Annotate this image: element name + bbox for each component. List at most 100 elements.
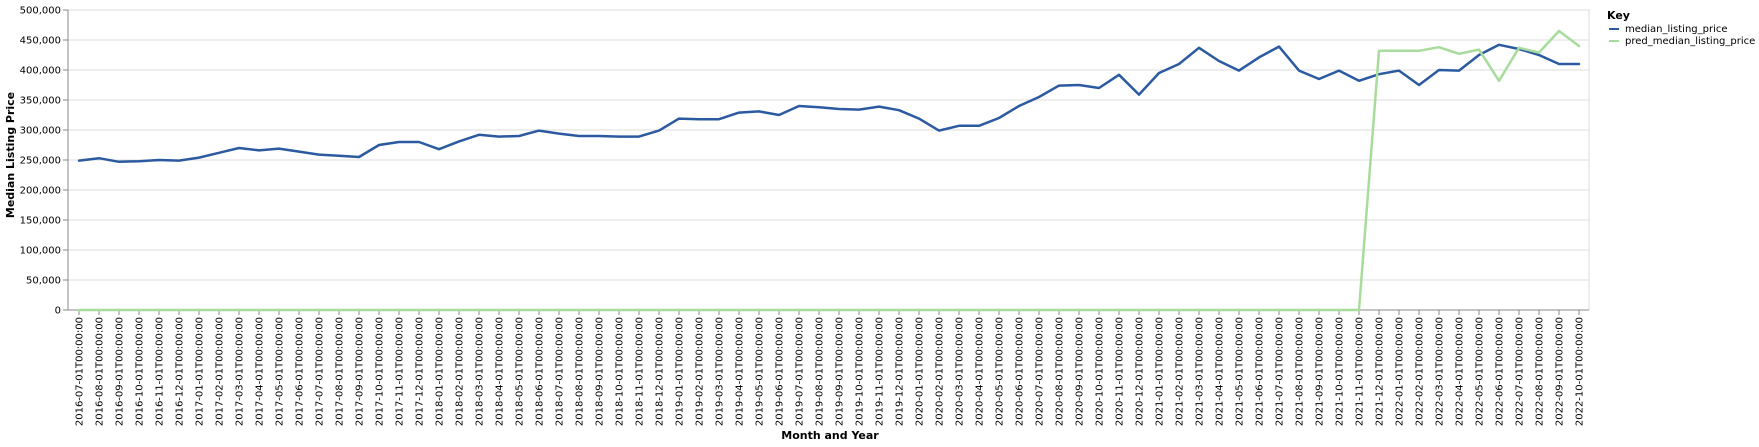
x-tick-label: 2021-11-01T00:00:00 [1355, 317, 1366, 426]
x-tick-label: 2020-12-01T00:00:00 [1135, 317, 1146, 426]
x-tick-label: 2017-06-01T00:00:00 [295, 317, 306, 426]
x-tick-label: 2021-02-01T00:00:00 [1175, 317, 1186, 426]
x-tick-label: 2019-12-01T00:00:00 [895, 317, 906, 426]
x-tick-label: 2019-03-01T00:00:00 [715, 317, 726, 426]
x-tick-label: 2017-01-01T00:00:00 [195, 317, 206, 426]
x-tick-label: 2019-09-01T00:00:00 [835, 317, 846, 426]
x-tick-label: 2016-08-01T00:00:00 [95, 317, 106, 426]
x-tick-label: 2018-02-01T00:00:00 [455, 317, 466, 426]
y-tick-label: 250,000 [20, 156, 61, 167]
x-tick-label: 2020-09-01T00:00:00 [1075, 317, 1086, 426]
x-tick-label: 2022-10-01T00:00:00 [1575, 317, 1586, 426]
y-tick-label: 500,000 [20, 6, 61, 17]
x-tick-label: 2019-06-01T00:00:00 [775, 317, 786, 426]
x-tick-label: 2018-09-01T00:00:00 [595, 317, 606, 426]
y-tick-label: 150,000 [20, 216, 61, 227]
x-tick-label: 2016-07-01T00:00:00 [75, 317, 86, 426]
y-tick-label: 50,000 [26, 276, 61, 287]
x-tick-label: 2019-02-01T00:00:00 [695, 317, 706, 426]
x-tick-label: 2022-02-01T00:00:00 [1415, 317, 1426, 426]
x-tick-label: 2022-04-01T00:00:00 [1455, 317, 1466, 426]
x-tick-label: 2017-05-01T00:00:00 [275, 317, 286, 426]
x-tick-label: 2020-06-01T00:00:00 [1015, 317, 1026, 426]
y-axis-title: Median Listing Price [4, 92, 17, 218]
x-tick-label: 2022-03-01T00:00:00 [1435, 317, 1446, 426]
x-tick-label: 2020-04-01T00:00:00 [975, 317, 986, 426]
x-tick-label: 2019-11-01T00:00:00 [875, 317, 886, 426]
x-axis-title: Month and Year [781, 429, 879, 442]
x-tick-label: 2019-10-01T00:00:00 [855, 317, 866, 426]
x-tick-label: 2021-09-01T00:00:00 [1315, 317, 1326, 426]
x-tick-label: 2020-10-01T00:00:00 [1095, 317, 1106, 426]
y-axis: 0 50,000 100,000 150,000 200,000 250,000 300,0… [20, 6, 69, 317]
x-tick-label: 2017-07-01T00:00:00 [315, 317, 326, 426]
x-tick-label: 2016-10-01T00:00:00 [135, 317, 146, 426]
series-line-pred_median_listing_price [77, 29, 1581, 312]
grid-lines [68, 9, 1589, 311]
x-tick-label: 2019-04-01T00:00:00 [735, 317, 746, 426]
x-tick-label: 2017-10-01T00:00:00 [375, 317, 386, 426]
y-tick-label: 0 [55, 306, 61, 317]
x-tick-label: 2018-04-01T00:00:00 [495, 317, 506, 426]
x-tick-label: 2019-08-01T00:00:00 [815, 317, 826, 426]
x-tick-label: 2016-12-01T00:00:00 [175, 317, 186, 426]
y-tick-label: 400,000 [20, 66, 61, 77]
x-tick-label: 2019-01-01T00:00:00 [675, 317, 686, 426]
x-tick-label: 2021-12-01T00:00:00 [1375, 317, 1386, 426]
x-tick-label: 2020-07-01T00:00:00 [1035, 317, 1046, 426]
legend-title: Key [1607, 9, 1630, 22]
x-tick-label: 2016-11-01T00:00:00 [155, 317, 166, 426]
x-tick-label: 2022-09-01T00:00:00 [1555, 317, 1566, 426]
x-tick-label: 2022-07-01T00:00:00 [1515, 317, 1526, 426]
legend-label: pred_median_listing_price [1625, 36, 1755, 47]
x-tick-label: 2017-04-01T00:00:00 [255, 317, 266, 426]
x-tick-label: 2017-12-01T00:00:00 [415, 317, 426, 426]
x-tick-label: 2018-11-01T00:00:00 [635, 317, 646, 426]
legend: Key median_listing_pricepred_median_list… [1607, 9, 1755, 47]
y-tick-label: 200,000 [20, 186, 61, 197]
x-tick-label: 2018-01-01T00:00:00 [435, 317, 446, 426]
x-tick-label: 2018-06-01T00:00:00 [535, 317, 546, 426]
x-tick-label: 2020-05-01T00:00:00 [995, 317, 1006, 426]
x-tick-label: 2022-08-01T00:00:00 [1535, 317, 1546, 426]
x-tick-label: 2021-01-01T00:00:00 [1155, 317, 1166, 426]
x-tick-label: 2021-07-01T00:00:00 [1275, 317, 1286, 426]
x-tick-label: 2019-07-01T00:00:00 [795, 317, 806, 426]
y-tick-label: 350,000 [20, 96, 61, 107]
x-tick-label: 2018-05-01T00:00:00 [515, 317, 526, 426]
x-tick-label: 2018-03-01T00:00:00 [475, 317, 486, 426]
x-tick-label: 2021-10-01T00:00:00 [1335, 317, 1346, 426]
x-axis: 2016-07-01T00:00:00 2016-08-01T00:00:00 20… [68, 309, 1589, 426]
x-tick-label: 2020-03-01T00:00:00 [955, 317, 966, 426]
x-tick-label: 2022-01-01T00:00:00 [1395, 317, 1406, 426]
series-line-median_listing_price [77, 43, 1581, 164]
x-tick-label: 2022-05-01T00:00:00 [1475, 317, 1486, 426]
series-layer [77, 29, 1581, 312]
x-tick-label: 2020-11-01T00:00:00 [1115, 317, 1126, 426]
x-tick-label: 2020-02-01T00:00:00 [935, 317, 946, 426]
x-tick-label: 2017-03-01T00:00:00 [235, 317, 246, 426]
x-tick-label: 2022-06-01T00:00:00 [1495, 317, 1506, 426]
x-tick-label: 2018-12-01T00:00:00 [655, 317, 666, 426]
x-tick-label: 2021-03-01T00:00:00 [1195, 317, 1206, 426]
x-tick-label: 2021-04-01T00:00:00 [1215, 317, 1226, 426]
x-tick-label: 2018-10-01T00:00:00 [615, 317, 626, 426]
y-tick-label: 300,000 [20, 126, 61, 137]
x-tick-label: 2019-05-01T00:00:00 [755, 317, 766, 426]
x-tick-label: 2017-02-01T00:00:00 [215, 317, 226, 426]
x-tick-label: 2017-08-01T00:00:00 [335, 317, 346, 426]
x-tick-label: 2017-09-01T00:00:00 [355, 317, 366, 426]
x-tick-label: 2021-05-01T00:00:00 [1235, 317, 1246, 426]
x-tick-label: 2018-07-01T00:00:00 [555, 317, 566, 426]
x-tick-label: 2021-08-01T00:00:00 [1295, 317, 1306, 426]
x-tick-label: 2017-11-01T00:00:00 [395, 317, 406, 426]
y-tick-label: 100,000 [20, 246, 61, 257]
x-tick-label: 2016-09-01T00:00:00 [115, 317, 126, 426]
x-tick-label: 2021-06-01T00:00:00 [1255, 317, 1266, 426]
y-tick-label: 450,000 [20, 36, 61, 47]
x-tick-label: 2020-08-01T00:00:00 [1055, 317, 1066, 426]
x-tick-label: 2018-08-01T00:00:00 [575, 317, 586, 426]
legend-label: median_listing_price [1625, 24, 1728, 35]
x-tick-label: 2020-01-01T00:00:00 [915, 317, 926, 426]
